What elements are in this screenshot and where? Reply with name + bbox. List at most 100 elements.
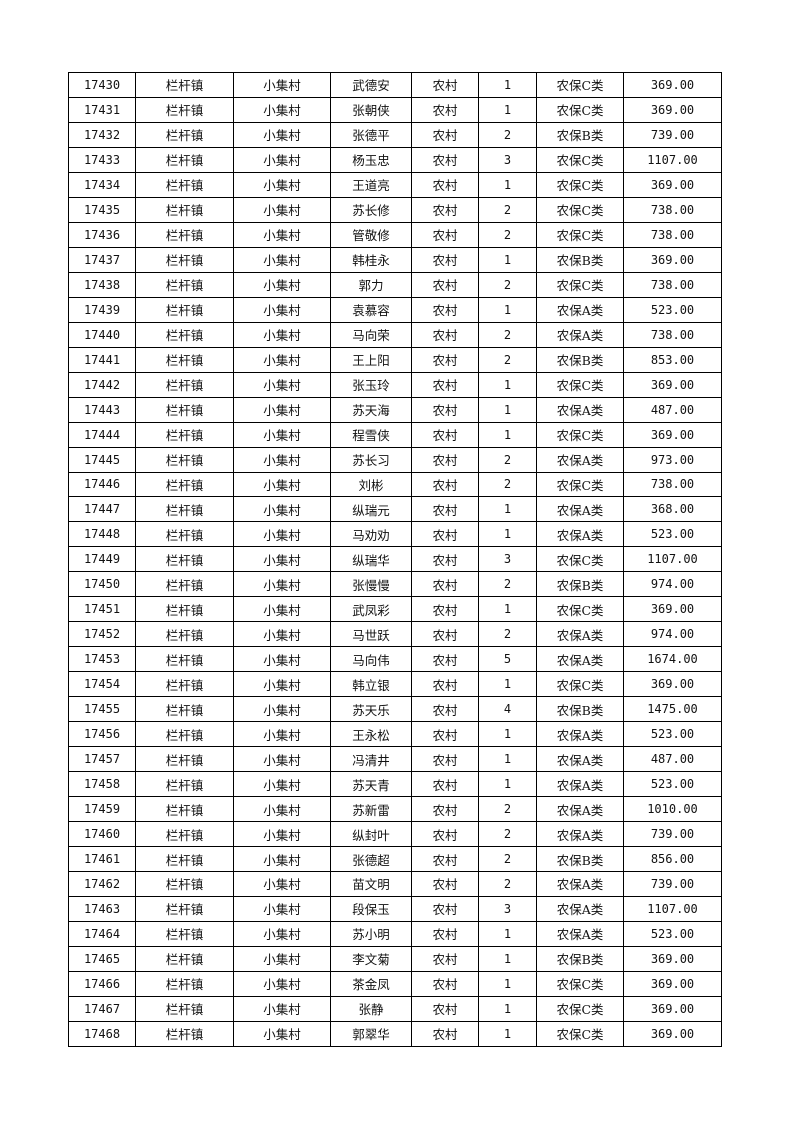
cell-name: 杨玉忠 xyxy=(330,146,412,173)
cell-count: 3 xyxy=(478,895,537,922)
cell-name: 刘彬 xyxy=(330,471,412,498)
cell-name: 武凤彩 xyxy=(330,596,412,623)
cell-type: 农村 xyxy=(411,571,479,598)
cell-type: 农村 xyxy=(411,171,479,198)
table-row: 17463 栏杆镇 小集村 段保玉 农村 3 农保A类 1107.00 xyxy=(68,895,722,922)
cell-name: 李文菊 xyxy=(330,945,412,972)
cell-id: 17433 xyxy=(68,146,136,173)
cell-count: 1 xyxy=(478,671,537,698)
cell-type: 农村 xyxy=(411,621,479,648)
cell-amount: 739.00 xyxy=(623,871,722,897)
cell-name: 张朝侠 xyxy=(330,96,412,123)
cell-id: 17448 xyxy=(68,521,136,548)
cell-id: 17447 xyxy=(68,496,136,523)
cell-amount: 487.00 xyxy=(623,396,722,423)
cell-type: 农村 xyxy=(411,546,479,573)
cell-id: 17438 xyxy=(68,271,136,298)
cell-village: 小集村 xyxy=(233,396,331,423)
cell-village: 小集村 xyxy=(233,546,331,573)
cell-category: 农保B类 xyxy=(536,945,624,972)
cell-category: 农保A类 xyxy=(536,396,624,423)
cell-category: 农保A类 xyxy=(536,521,624,548)
cell-category: 农保C类 xyxy=(536,546,624,573)
cell-id: 17432 xyxy=(68,121,136,148)
cell-id: 17455 xyxy=(68,696,136,723)
table-row: 17441 栏杆镇 小集村 王上阳 农村 2 农保B类 853.00 xyxy=(68,346,722,373)
cell-village: 小集村 xyxy=(233,596,331,623)
cell-name: 纵封叶 xyxy=(330,821,412,848)
cell-count: 1 xyxy=(478,970,537,997)
cell-village: 小集村 xyxy=(233,970,331,997)
cell-count: 1 xyxy=(478,920,537,947)
table-row: 17433 栏杆镇 小集村 杨玉忠 农村 3 农保C类 1107.00 xyxy=(68,146,722,173)
cell-count: 2 xyxy=(478,221,537,248)
cell-town: 栏杆镇 xyxy=(135,396,234,423)
cell-amount: 369.00 xyxy=(623,671,722,698)
table-row: 17443 栏杆镇 小集村 苏天海 农村 1 农保A类 487.00 xyxy=(68,396,722,423)
cell-town: 栏杆镇 xyxy=(135,72,234,98)
cell-village: 小集村 xyxy=(233,721,331,748)
cell-type: 农村 xyxy=(411,1020,479,1047)
cell-town: 栏杆镇 xyxy=(135,546,234,573)
cell-category: 农保C类 xyxy=(536,471,624,498)
cell-type: 农村 xyxy=(411,346,479,373)
cell-name: 马向伟 xyxy=(330,646,412,673)
cell-id: 17437 xyxy=(68,246,136,273)
cell-id: 17435 xyxy=(68,196,136,223)
cell-town: 栏杆镇 xyxy=(135,771,234,798)
cell-village: 小集村 xyxy=(233,671,331,698)
cell-id: 17449 xyxy=(68,546,136,573)
cell-amount: 1107.00 xyxy=(623,546,722,573)
cell-amount: 368.00 xyxy=(623,496,722,523)
cell-type: 农村 xyxy=(411,746,479,773)
table-row: 17444 栏杆镇 小集村 程雪侠 农村 1 农保C类 369.00 xyxy=(68,421,722,448)
cell-village: 小集村 xyxy=(233,72,331,98)
cell-town: 栏杆镇 xyxy=(135,796,234,823)
cell-village: 小集村 xyxy=(233,471,331,498)
cell-town: 栏杆镇 xyxy=(135,1020,234,1047)
table-row: 17447 栏杆镇 小集村 纵瑞元 农村 1 农保A类 368.00 xyxy=(68,496,722,523)
cell-amount: 523.00 xyxy=(623,771,722,798)
cell-category: 农保A类 xyxy=(536,821,624,848)
cell-category: 农保B类 xyxy=(536,571,624,598)
table-row: 17440 栏杆镇 小集村 马向荣 农村 2 农保A类 738.00 xyxy=(68,321,722,348)
table-row: 17468 栏杆镇 小集村 郭翠华 农村 1 农保C类 369.00 xyxy=(68,1020,722,1047)
cell-name: 武德安 xyxy=(330,72,412,98)
cell-count: 2 xyxy=(478,121,537,148)
cell-count: 1 xyxy=(478,296,537,323)
cell-amount: 1010.00 xyxy=(623,796,722,823)
cell-id: 17443 xyxy=(68,396,136,423)
cell-count: 1 xyxy=(478,945,537,972)
records-table: 17430 栏杆镇 小集村 武德安 农村 1 农保C类 369.00 17431 栏杆镇 小集村 张朝… xyxy=(68,72,722,1047)
cell-town: 栏杆镇 xyxy=(135,920,234,947)
cell-category: 农保C类 xyxy=(536,146,624,173)
cell-village: 小集村 xyxy=(233,446,331,473)
cell-village: 小集村 xyxy=(233,146,331,173)
cell-name: 管敬修 xyxy=(330,221,412,248)
cell-town: 栏杆镇 xyxy=(135,471,234,498)
cell-village: 小集村 xyxy=(233,196,331,223)
cell-town: 栏杆镇 xyxy=(135,746,234,773)
cell-amount: 523.00 xyxy=(623,521,722,548)
cell-town: 栏杆镇 xyxy=(135,121,234,148)
cell-count: 3 xyxy=(478,546,537,573)
cell-category: 农保C类 xyxy=(536,171,624,198)
cell-amount: 738.00 xyxy=(623,321,722,348)
cell-amount: 738.00 xyxy=(623,221,722,248)
cell-name: 苗文明 xyxy=(330,871,412,897)
cell-type: 农村 xyxy=(411,596,479,623)
cell-id: 17436 xyxy=(68,221,136,248)
cell-category: 农保C类 xyxy=(536,970,624,997)
cell-category: 农保A类 xyxy=(536,721,624,748)
cell-id: 17450 xyxy=(68,571,136,598)
cell-name: 张玉玲 xyxy=(330,371,412,398)
cell-village: 小集村 xyxy=(233,346,331,373)
cell-amount: 738.00 xyxy=(623,471,722,498)
cell-town: 栏杆镇 xyxy=(135,421,234,448)
cell-village: 小集村 xyxy=(233,945,331,972)
table-row: 17436 栏杆镇 小集村 管敬修 农村 2 农保C类 738.00 xyxy=(68,221,722,248)
cell-town: 栏杆镇 xyxy=(135,321,234,348)
table-row: 17442 栏杆镇 小集村 张玉玲 农村 1 农保C类 369.00 xyxy=(68,371,722,398)
cell-name: 张德超 xyxy=(330,846,412,872)
cell-name: 纵瑞华 xyxy=(330,546,412,573)
